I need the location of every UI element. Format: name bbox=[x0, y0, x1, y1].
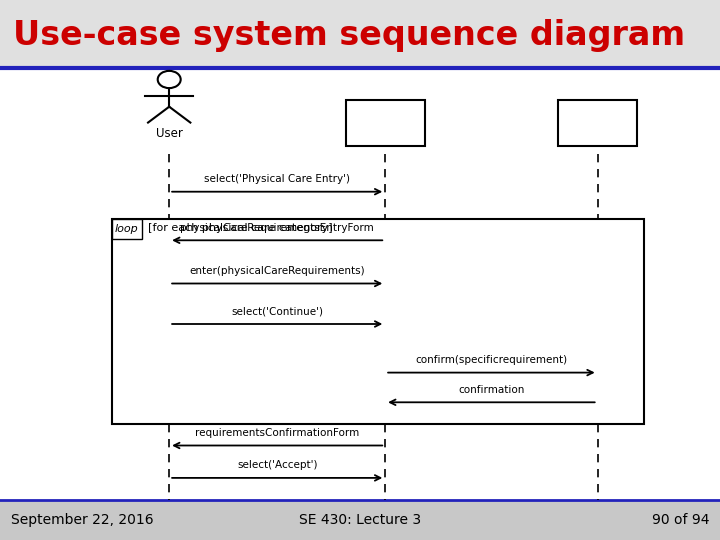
Bar bbox=[0, 0, 720, 68]
Text: confirm(specificrequirement): confirm(specificrequirement) bbox=[415, 355, 567, 365]
Text: requirementsConfirmationForm: requirementsConfirmationForm bbox=[195, 428, 359, 438]
Text: September 22, 2016: September 22, 2016 bbox=[11, 513, 153, 527]
Bar bbox=[558, 100, 637, 146]
Text: select('Physical Care Entry'): select('Physical Care Entry') bbox=[204, 174, 350, 184]
Text: enter(physicalCareRequirements): enter(physicalCareRequirements) bbox=[189, 266, 365, 276]
Text: <<actor>>
Control
Subsystem: <<actor>> Control Subsystem bbox=[564, 105, 631, 140]
Text: Use-case system sequence diagram: Use-case system sequence diagram bbox=[13, 18, 685, 52]
Text: confirmation: confirmation bbox=[458, 384, 525, 395]
Bar bbox=[0, 500, 720, 540]
Bar bbox=[112, 219, 644, 424]
Text: User: User bbox=[156, 127, 183, 140]
Text: ATS: ATS bbox=[375, 118, 395, 128]
Text: physicalCareRequirementsEntryForm: physicalCareRequirementsEntryForm bbox=[180, 222, 374, 233]
Text: select('Accept'): select('Accept') bbox=[237, 460, 318, 470]
Text: SE 430: Lecture 3: SE 430: Lecture 3 bbox=[299, 513, 421, 527]
Bar bbox=[346, 100, 425, 146]
Text: select('Continue'): select('Continue') bbox=[231, 306, 323, 316]
Text: loop: loop bbox=[115, 224, 138, 234]
Bar bbox=[112, 219, 142, 239]
Text: [for each physical care category]: [for each physical care category] bbox=[148, 223, 332, 233]
Text: 90 of 94: 90 of 94 bbox=[652, 513, 709, 527]
